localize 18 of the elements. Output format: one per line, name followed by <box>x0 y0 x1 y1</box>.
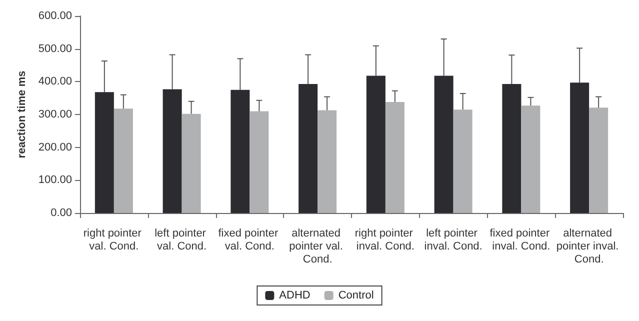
x-tick-label: fixed pointer val. Cond. <box>218 228 282 252</box>
y-tick-label: 100.00 <box>38 174 72 186</box>
x-tick-label: fixed pointer inval. Cond. <box>490 228 553 252</box>
x-tick-label: left pointer val. Cond. <box>154 228 210 252</box>
x-tick-label: left pointer inval. Cond. <box>424 228 482 252</box>
x-tick-label: right pointer val. Cond. <box>83 228 145 252</box>
x-tick-label: alternated pointer inval. Cond. <box>556 228 622 266</box>
x-tick-label: alternated pointer val. Cond. <box>289 228 346 266</box>
x-tick-label: right pointer inval. Cond. <box>354 228 416 252</box>
legend-label: Control <box>338 290 374 302</box>
y-tick-label: 0.00 <box>50 207 72 219</box>
y-tick-label: 400.00 <box>38 76 72 88</box>
y-axis-title: reaction time ms <box>16 70 28 158</box>
y-tick-label: 500.00 <box>38 42 72 55</box>
y-tick-label: 200.00 <box>38 141 72 154</box>
y-tick-label: 600.00 <box>38 10 72 22</box>
legend-label: ADHD <box>279 290 310 302</box>
y-tick-label: 300.00 <box>38 108 72 120</box>
